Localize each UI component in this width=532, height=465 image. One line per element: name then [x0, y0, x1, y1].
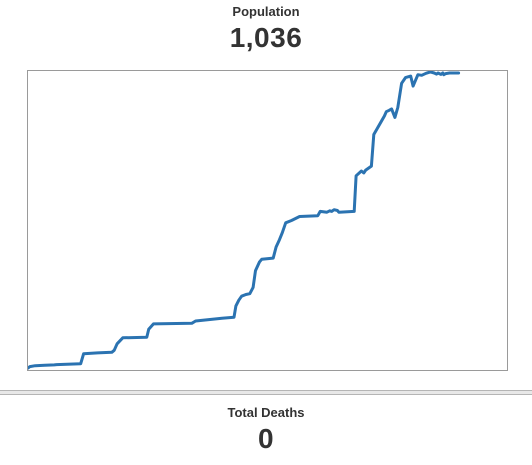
total-deaths-label: Total Deaths	[227, 405, 305, 420]
panel-divider	[0, 390, 532, 395]
population-chart	[27, 70, 508, 371]
population-chart-svg	[28, 71, 461, 370]
population-value: 1,036	[229, 22, 303, 53]
population-series-line	[28, 71, 461, 370]
population-label: Population	[232, 4, 300, 19]
total-deaths-value: 0	[257, 423, 275, 454]
